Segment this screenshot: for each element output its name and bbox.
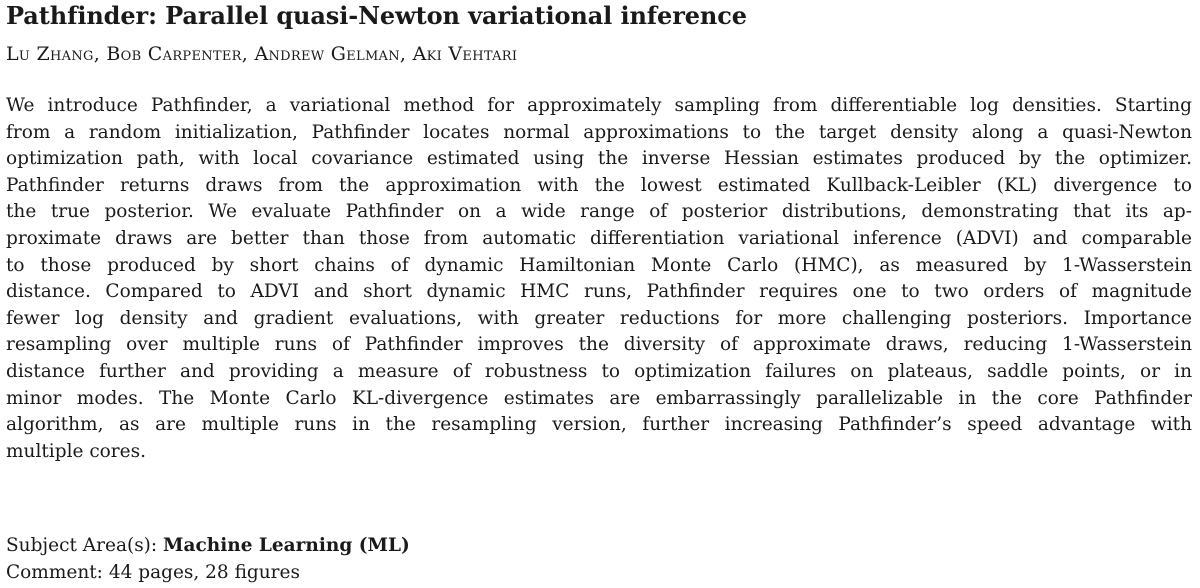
paper-abstract: We introduce Pathfinder, a variational m… <box>6 93 1192 465</box>
paper-title: Pathfinder: Parallel quasi-Newton variat… <box>6 1 747 30</box>
subject-area-value: Machine Learning (ML) <box>163 535 410 556</box>
abstract-line: proximate draws are better than those fr… <box>6 227 1192 249</box>
abstract-line: resampling over multiple runs of Pathfin… <box>6 334 1192 356</box>
abstract-line: Pathfinder returns draws from the approx… <box>6 174 1192 196</box>
abstract-line: to those produced by short chains of dyn… <box>6 254 1192 276</box>
abstract-line: distance further and providing a measure… <box>6 360 1192 382</box>
paper-authors: Lu Zhang, Bob Carpenter, Andrew Gelman, … <box>6 43 518 65</box>
abstract-line: minor modes. The Monte Carlo KL-divergen… <box>6 387 1192 409</box>
comment-value: 44 pages, 28 figures <box>108 562 300 583</box>
comment: Comment: 44 pages, 28 figures <box>6 560 300 586</box>
subject-area: Subject Area(s): Machine Learning (ML) <box>6 533 410 559</box>
subject-area-label: Subject Area(s): <box>6 535 158 556</box>
abstract-line: multiple cores. <box>6 440 146 462</box>
abstract-line: from a random initialization, Pathfinder… <box>6 121 1192 143</box>
abstract-line: distance. Compared to ADVI and short dyn… <box>6 281 1192 303</box>
abstract-line: optimization path, with local covariance… <box>6 148 1192 170</box>
comment-label: Comment: <box>6 562 103 583</box>
abstract-line: fewer log density and gradient evaluatio… <box>6 307 1192 329</box>
abstract-line: algorithm, as are multiple runs in the r… <box>6 414 1192 436</box>
abstract-line: the true posterior. We evaluate Pathfind… <box>6 201 1192 223</box>
abstract-line: We introduce Pathfinder, a variational m… <box>6 95 1192 116</box>
